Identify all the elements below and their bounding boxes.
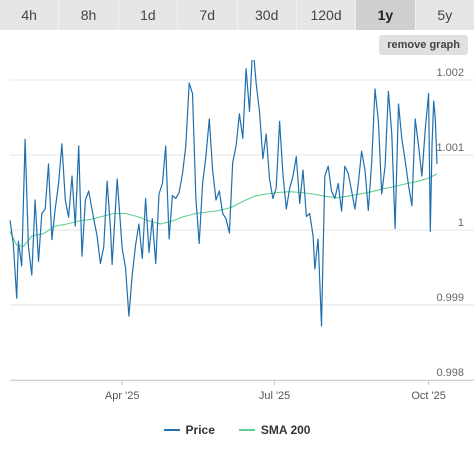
legend-swatch (238, 429, 255, 431)
x-tick-label: Apr '25 (105, 390, 140, 402)
x-tick-label: Oct '25 (411, 390, 446, 402)
chart-legend: Price SMA 200 (0, 421, 474, 439)
y-tick-label: 1.001 (436, 142, 464, 154)
tab-7d[interactable]: 7d (178, 0, 238, 30)
y-tick-labels: 0.998 0.999 1 1.001 1.002 (436, 67, 464, 379)
y-tick-label: 0.999 (436, 292, 464, 304)
y-tick-label: 1.002 (436, 67, 464, 79)
x-tick-label: Jul '25 (259, 390, 290, 402)
tab-30d[interactable]: 30d (237, 0, 297, 30)
y-tick-label: 1 (458, 217, 464, 229)
legend-swatch (163, 429, 180, 431)
legend-item-price[interactable]: Price (163, 421, 215, 439)
timeframe-tabs: 4h 8h 1d 7d 30d 120d 1y 5y (0, 0, 474, 30)
tab-5y[interactable]: 5y (415, 0, 474, 30)
series-line-sma-200 (9, 173, 438, 248)
series-layer (9, 60, 438, 327)
tab-120d[interactable]: 120d (296, 0, 357, 30)
legend-item-sma-200[interactable]: SMA 200 (238, 421, 311, 439)
price-chart: Apr '25 Jul '25 Oct '25 0.998 0.999 1 1.001 1.… (9, 60, 474, 402)
y-tick-label: 0.998 (436, 367, 464, 379)
tab-4h[interactable]: 4h (0, 0, 60, 30)
tab-1d[interactable]: 1d (118, 0, 179, 30)
series-line-price (9, 60, 438, 327)
legend-label: SMA 200 (260, 423, 311, 437)
tab-8h[interactable]: 8h (59, 0, 119, 30)
remove-graph-button[interactable]: remove graph (379, 35, 468, 55)
axis-layer: Apr '25 Jul '25 Oct '25 (10, 380, 474, 402)
grid-layer (10, 79, 474, 381)
legend-label: Price (185, 423, 215, 437)
tab-1y[interactable]: 1y (356, 0, 416, 30)
